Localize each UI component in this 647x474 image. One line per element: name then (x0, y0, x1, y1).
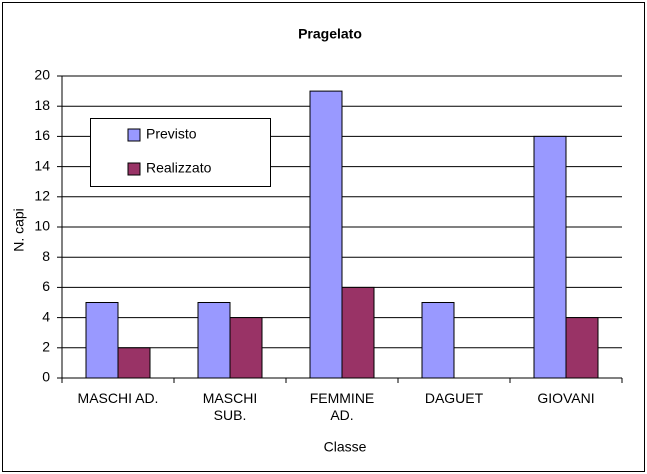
bar (341, 286, 375, 379)
legend-label: Previsto (146, 126, 197, 142)
y-tick-label: 2 (42, 339, 50, 355)
y-tick-label: 16 (34, 127, 50, 143)
bar (309, 90, 343, 379)
y-tick-label: 4 (42, 308, 50, 324)
y-tick-label: 0 (42, 369, 50, 385)
bar (117, 347, 151, 379)
y-tick-label: 20 (34, 67, 50, 83)
y-tick-label: 8 (42, 248, 50, 264)
bar (421, 302, 455, 379)
y-axis-label: N. capi (11, 208, 27, 252)
x-tick-label: MASCHI AD. (77, 390, 159, 406)
x-tick-label: DAGUET (424, 390, 484, 406)
y-tick-label: 14 (34, 157, 50, 173)
x-tick-label: MASCHI SUB. (202, 390, 258, 423)
x-tick-label: GIOVANI (537, 390, 595, 406)
y-tick-label: 6 (42, 278, 50, 294)
bar (229, 317, 263, 379)
legend-box (90, 118, 271, 187)
bar (533, 135, 567, 379)
bar (85, 302, 119, 379)
x-axis-label: Classe (324, 439, 367, 455)
bar (197, 302, 231, 379)
bar (565, 317, 599, 379)
chart-title: Pragelato (298, 26, 362, 42)
legend-label: Realizzato (146, 160, 212, 176)
legend-swatch (127, 162, 141, 176)
y-tick-label: 18 (34, 97, 50, 113)
legend-swatch (127, 128, 141, 142)
x-tick-label: FEMMINE AD. (309, 390, 375, 423)
y-tick-label: 12 (34, 188, 50, 204)
y-tick-label: 10 (34, 218, 50, 234)
